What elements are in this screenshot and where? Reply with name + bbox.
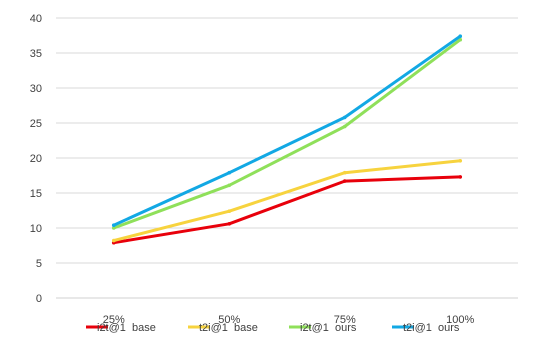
x-tick-label: 75% [334, 314, 356, 326]
y-tick-label: 5 [36, 258, 42, 270]
y-tick-label: 15 [30, 188, 42, 200]
legend: i2t@1 base t2i@1 base i2t@1 ours t2i@1 ours [86, 322, 460, 334]
y-tick-label: 0 [36, 293, 42, 305]
data-point [227, 222, 232, 226]
data-point [227, 183, 232, 188]
legend-label: i2t@1 base [97, 322, 156, 334]
y-tick-label: 20 [30, 153, 42, 165]
x-tick-label: 100% [446, 314, 474, 326]
series-line-4 [112, 34, 462, 227]
data-point [111, 226, 116, 230]
data-point [111, 238, 116, 243]
y-tick-label: 35 [30, 48, 42, 60]
data-point [227, 170, 232, 175]
series-line-3 [112, 38, 462, 230]
legend-label: t2i@1 base [199, 322, 258, 334]
series-lines [111, 34, 463, 245]
data-point [342, 124, 347, 129]
x-axis: 25% 50% 75% 100% [103, 314, 475, 326]
data-point [458, 175, 463, 179]
gridlines [56, 17, 518, 299]
series-line-2 [112, 159, 462, 243]
data-point [458, 37, 463, 42]
y-tick-label: 10 [30, 223, 42, 235]
data-point [342, 115, 347, 120]
x-tick-label: 25% [103, 314, 125, 326]
data-point [342, 179, 347, 183]
y-tick-label: 30 [30, 83, 42, 95]
data-point [458, 159, 463, 163]
data-point [342, 170, 347, 175]
data-point [227, 209, 232, 213]
data-point [111, 223, 116, 227]
x-tick-label: 50% [218, 314, 240, 326]
legend-label: t2i@1 ours [403, 322, 460, 334]
y-tick-label: 25 [30, 118, 42, 130]
y-axis: 0 5 10 15 20 25 30 35 40 [30, 13, 42, 305]
legend-label: i2t@1 ours [300, 322, 357, 334]
y-tick-label: 40 [30, 13, 42, 25]
series-line-1 [112, 175, 462, 245]
data-point [458, 34, 463, 38]
